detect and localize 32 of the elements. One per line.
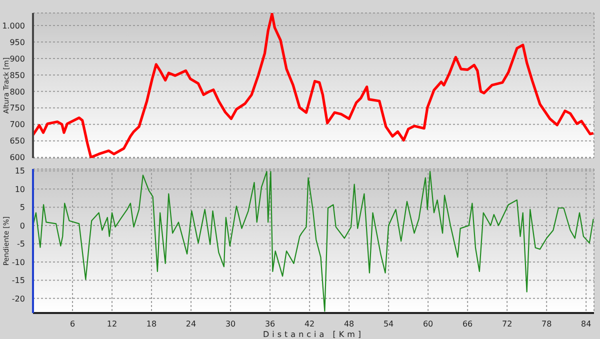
x-tick-label: 48: [344, 320, 354, 329]
x-tick-label: 72: [502, 320, 512, 329]
x-tick-label: 30: [225, 320, 236, 329]
x-tick-label: 18: [146, 320, 157, 329]
x-tick-label: 66: [462, 320, 473, 329]
x-tick-label: 60: [422, 320, 434, 329]
x-tick-label: 12: [106, 320, 118, 329]
y-tick-label: 950: [10, 38, 25, 47]
y-tick-label: 650: [10, 136, 25, 146]
x-tick-label: 24: [186, 320, 196, 329]
y-tick-label: 15: [14, 166, 25, 176]
y-tick-label: 1.000: [2, 21, 25, 30]
x-tick-label: 6: [70, 320, 76, 329]
y-tick-label: 0: [20, 221, 25, 230]
x-axis-title: Distancia [Km]: [262, 330, 364, 339]
y-tick-label: 750: [10, 104, 25, 113]
y-tick-label: 600: [10, 153, 25, 162]
y-tick-label: 5: [20, 203, 25, 212]
x-tick-label: 78: [542, 320, 552, 329]
y-tick-label: -20: [12, 294, 25, 304]
x-tick-label: 54: [383, 320, 394, 329]
y-tick-label: -10: [12, 258, 25, 267]
y-tick-label: 850: [10, 70, 25, 80]
y-tick-label: 10: [14, 184, 25, 194]
y-tick-label: 700: [10, 120, 25, 130]
x-tick-label: 42: [304, 320, 315, 329]
y-tick-label: -15: [12, 276, 25, 286]
x-tick-label: 84: [581, 320, 592, 329]
y-tick-label: 900: [10, 54, 25, 64]
y-tick-label: -5: [17, 240, 25, 249]
y-tick-label: 800: [10, 87, 25, 96]
x-tick-label: 36: [264, 320, 276, 329]
